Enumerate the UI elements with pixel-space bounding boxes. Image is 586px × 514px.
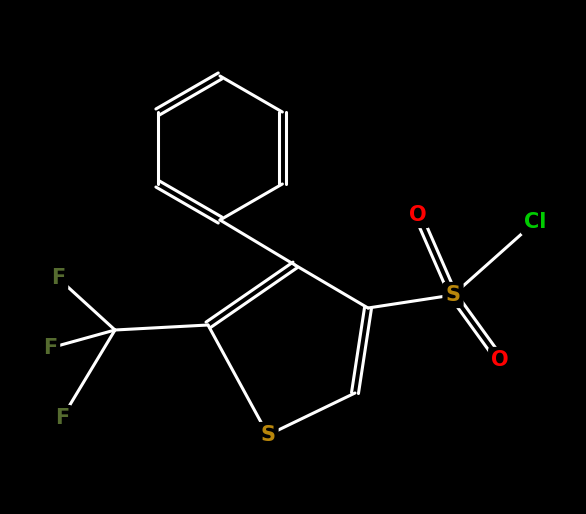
Text: S: S bbox=[261, 425, 275, 445]
Text: O: O bbox=[409, 205, 427, 225]
Text: O: O bbox=[491, 350, 509, 370]
Text: F: F bbox=[55, 408, 69, 428]
Text: S: S bbox=[445, 285, 461, 305]
Text: Cl: Cl bbox=[524, 212, 546, 232]
Text: F: F bbox=[43, 338, 57, 358]
Text: F: F bbox=[51, 268, 65, 288]
